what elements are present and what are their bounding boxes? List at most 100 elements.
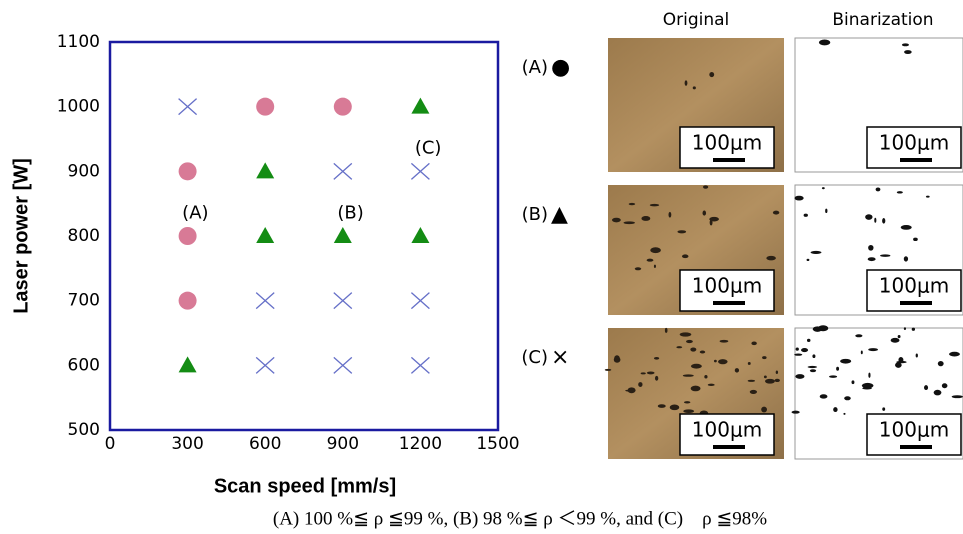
scale-bar bbox=[713, 445, 745, 449]
pore bbox=[890, 337, 900, 343]
pore bbox=[765, 378, 775, 384]
scale-bar bbox=[900, 301, 932, 305]
pore bbox=[851, 380, 855, 385]
scale-bar-label: 100μm bbox=[879, 274, 949, 298]
point bbox=[178, 291, 197, 310]
pore bbox=[801, 348, 809, 353]
pore bbox=[794, 353, 803, 356]
pore bbox=[896, 360, 907, 364]
point bbox=[178, 356, 197, 373]
pore bbox=[819, 394, 828, 399]
point bbox=[333, 356, 353, 374]
pore bbox=[812, 326, 823, 332]
pore bbox=[686, 339, 693, 344]
pore bbox=[924, 385, 929, 391]
pore bbox=[868, 348, 879, 352]
point bbox=[178, 98, 198, 116]
pore bbox=[681, 254, 689, 259]
pore bbox=[855, 334, 863, 338]
y-tick-label: 600 bbox=[68, 355, 100, 375]
pore bbox=[713, 359, 717, 363]
x-tick-label: 900 bbox=[327, 434, 359, 454]
pore bbox=[690, 363, 702, 369]
plot-frame bbox=[108, 40, 500, 432]
point bbox=[256, 162, 275, 179]
x-tick-label: 0 bbox=[105, 434, 116, 454]
pore bbox=[911, 327, 916, 331]
pore bbox=[867, 257, 876, 262]
pore bbox=[882, 218, 886, 224]
pore bbox=[611, 217, 621, 223]
pore bbox=[653, 264, 656, 269]
pore bbox=[707, 383, 715, 387]
pore bbox=[692, 86, 696, 90]
pore bbox=[709, 72, 715, 78]
x-tick-label: 600 bbox=[249, 434, 281, 454]
pore bbox=[882, 407, 886, 411]
pore bbox=[925, 195, 930, 198]
scale-bar bbox=[900, 158, 932, 162]
pore bbox=[638, 382, 643, 388]
pore bbox=[829, 375, 838, 378]
pore bbox=[807, 365, 818, 369]
annotation: (C) bbox=[415, 138, 442, 159]
pore bbox=[704, 374, 708, 379]
pore bbox=[657, 404, 666, 408]
y-tick-label: 1100 bbox=[57, 32, 100, 52]
pore bbox=[860, 350, 863, 355]
pore bbox=[821, 187, 825, 190]
y-tick-label: 800 bbox=[68, 226, 100, 246]
pore bbox=[806, 338, 811, 343]
row-symbol: × bbox=[551, 345, 569, 370]
pore bbox=[668, 211, 672, 218]
scale-bar-label: 100μm bbox=[692, 418, 762, 442]
row-label: (B) bbox=[522, 204, 548, 225]
point bbox=[410, 356, 430, 374]
y-tick-label: 1000 bbox=[57, 97, 100, 117]
pore bbox=[676, 346, 683, 349]
pore bbox=[709, 219, 713, 226]
annotation: (A) bbox=[182, 202, 208, 223]
point bbox=[256, 97, 275, 116]
pore bbox=[913, 237, 918, 242]
pore bbox=[646, 371, 655, 375]
pore bbox=[654, 375, 659, 381]
pore bbox=[791, 410, 800, 414]
pore bbox=[865, 214, 873, 220]
pore bbox=[810, 250, 822, 254]
x-tick-label: 1500 bbox=[476, 434, 519, 454]
pore bbox=[646, 258, 654, 262]
pore bbox=[868, 244, 874, 251]
point bbox=[256, 227, 275, 243]
point bbox=[411, 97, 430, 114]
scale-bar bbox=[900, 445, 932, 449]
pore bbox=[840, 358, 852, 364]
scale-bar bbox=[713, 301, 745, 305]
pore bbox=[650, 247, 661, 254]
y-tick-label: 900 bbox=[68, 161, 100, 181]
pore bbox=[809, 369, 817, 373]
point bbox=[333, 292, 353, 310]
pore bbox=[818, 39, 831, 46]
pore bbox=[690, 385, 701, 392]
pore bbox=[623, 221, 636, 225]
pore bbox=[862, 387, 872, 390]
pore bbox=[941, 383, 948, 389]
pore bbox=[664, 327, 668, 333]
pore bbox=[937, 361, 944, 367]
pore bbox=[896, 191, 903, 194]
pore bbox=[843, 412, 846, 415]
pore bbox=[868, 372, 871, 378]
pore bbox=[719, 339, 729, 343]
pore bbox=[806, 258, 810, 262]
point bbox=[410, 292, 430, 310]
pore bbox=[933, 389, 942, 396]
pore bbox=[677, 230, 687, 234]
pore bbox=[749, 389, 758, 394]
pore bbox=[699, 350, 706, 354]
pore bbox=[951, 395, 963, 399]
row-label: (A) bbox=[522, 57, 548, 78]
pore bbox=[634, 267, 642, 271]
scale-bar-label: 100μm bbox=[692, 131, 762, 155]
pore bbox=[904, 50, 912, 55]
